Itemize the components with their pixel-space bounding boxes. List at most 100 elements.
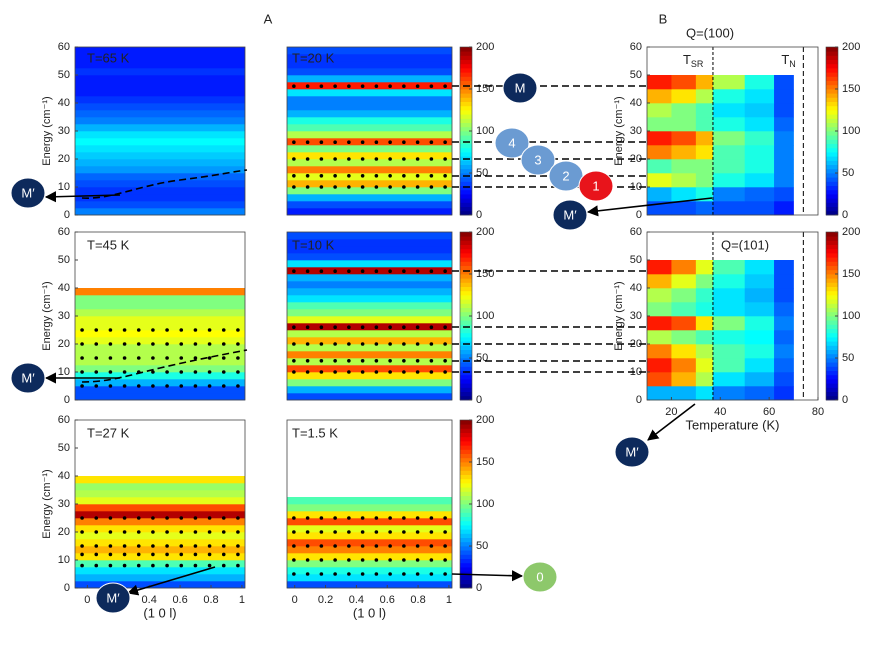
peak-dot: [122, 563, 127, 568]
heat-cell: [287, 110, 452, 118]
peak-dot: [415, 558, 420, 562]
colorbar-swatch: [826, 379, 838, 384]
peak-dot: [122, 530, 127, 534]
heat-cell: [774, 117, 794, 132]
colorbar-swatch: [826, 391, 838, 397]
colorbar-swatch: [826, 244, 838, 250]
peak-dot: [305, 558, 310, 562]
peak-dot: [122, 544, 127, 548]
colorbar-swatch: [460, 84, 472, 90]
colorbar-swatch: [826, 47, 838, 52]
colorbar-swatch: [826, 320, 838, 325]
heat-cell: [774, 288, 794, 303]
peak-dot: [347, 370, 351, 374]
peak-dot: [319, 359, 324, 363]
y-tick-label: 60: [58, 41, 70, 53]
heat-cell: [287, 546, 452, 554]
peak-dot: [333, 516, 337, 520]
y-tick-label: 30: [630, 125, 642, 137]
peak-dot: [333, 370, 337, 374]
peak-dot: [305, 174, 310, 178]
heat-cell: [75, 386, 245, 394]
heat-cell: [287, 232, 452, 240]
heat-cell: [287, 372, 452, 380]
colorbar-swatch: [460, 558, 472, 564]
peak-dot: [443, 359, 447, 363]
arrow: [586, 197, 713, 217]
peak-dot: [122, 384, 127, 388]
peak-dot: [415, 157, 420, 161]
colorbar-swatch: [826, 337, 838, 342]
colorbar-swatch: [826, 353, 838, 359]
heat-cell: [744, 173, 775, 188]
y-tick-label: 50: [58, 254, 70, 266]
colorbar-swatch: [460, 76, 472, 81]
colorbar-swatch: [460, 366, 472, 371]
peak-dot: [80, 328, 84, 332]
peak-dot: [415, 516, 420, 520]
colorbar-swatch: [826, 101, 838, 107]
heat-cell: [75, 131, 245, 139]
colorbar-swatch: [460, 72, 472, 77]
peak-dot: [374, 516, 379, 520]
peak-dot: [360, 269, 365, 274]
colorbar-swatch: [460, 160, 472, 165]
peak-dot: [151, 516, 155, 520]
peak-dot: [179, 552, 184, 557]
heat-cell: [671, 358, 697, 373]
heat-cell: [287, 281, 452, 289]
heat-cell: [75, 518, 245, 526]
heat-cell: [287, 103, 452, 111]
colorbar-swatch: [460, 274, 472, 279]
peak-dot: [108, 530, 113, 534]
colorbar-swatch: [826, 324, 838, 329]
peak-dot: [374, 370, 379, 374]
colorbar-swatch: [826, 160, 838, 165]
colorbar-swatch: [460, 353, 472, 359]
x-tick-label: 0.4: [349, 594, 364, 606]
colorbar-swatch: [460, 210, 472, 216]
panel-title: T=1.5 K: [292, 425, 338, 440]
colorbar-swatch: [826, 51, 838, 56]
peak-dot: [292, 185, 296, 189]
heat-cell: [744, 344, 775, 359]
colorbar-swatch: [460, 80, 472, 86]
peak-dot: [151, 563, 155, 568]
y-tick-label: 20: [630, 153, 642, 165]
peak-dot: [108, 563, 113, 568]
heat-cell: [287, 253, 452, 261]
heat-cell: [287, 337, 452, 345]
peak-dot: [388, 370, 392, 374]
colorbar-swatch: [460, 320, 472, 325]
colorbar-swatch: [460, 303, 472, 308]
colorbar-swatch: [460, 177, 472, 182]
peak-dot: [165, 530, 169, 534]
heat-cell: [75, 337, 245, 345]
heat-cell: [744, 201, 775, 216]
colorbar-swatch: [460, 571, 472, 576]
colorbar-swatch: [826, 97, 838, 102]
label-base: T: [683, 52, 691, 67]
peak-dot: [360, 84, 365, 88]
colorbar-tick-label: 100: [476, 310, 494, 322]
colorbar-swatch: [460, 328, 472, 334]
colorbar-swatch: [460, 248, 472, 254]
colorbar-swatch: [826, 110, 838, 115]
heat-cell: [287, 379, 452, 387]
colorbar-swatch: [826, 80, 838, 86]
colorbar-swatch: [826, 147, 838, 153]
colorbar-swatch: [460, 185, 472, 191]
heat-cell: [774, 89, 794, 104]
peak-dot: [347, 185, 351, 189]
y-tick-label: 60: [58, 414, 70, 426]
colorbar-swatch: [460, 253, 472, 258]
heat-cell: [695, 131, 714, 146]
peak-dot: [443, 185, 447, 189]
peak-dot: [236, 544, 240, 548]
colorbar-swatch: [826, 253, 838, 258]
colorbar-swatch: [460, 579, 472, 585]
heat-cell: [647, 75, 672, 90]
peak-dot: [360, 370, 365, 374]
colorbar-swatch: [460, 93, 472, 98]
x-tick-label: 0.6: [380, 594, 395, 606]
